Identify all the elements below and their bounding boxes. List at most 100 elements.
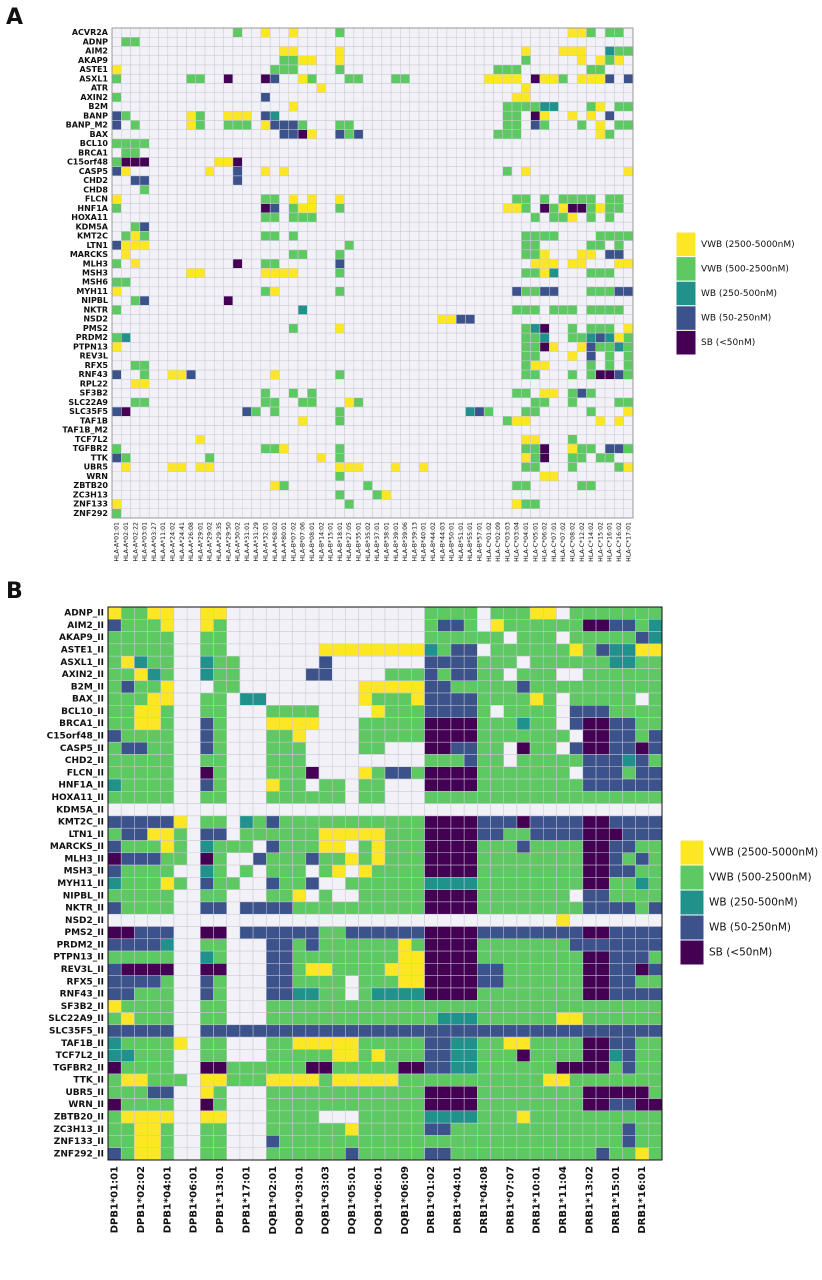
heatmap-cell (493, 462, 504, 473)
heatmap-cell (586, 342, 597, 352)
heatmap-cell (121, 277, 131, 288)
heatmap-cell (576, 443, 587, 454)
heatmap-cell (288, 360, 299, 371)
heatmap-cell (409, 240, 420, 251)
heatmap-cell (608, 1073, 623, 1087)
heatmap-cell (576, 499, 587, 510)
heatmap-cell (353, 166, 364, 177)
heatmap-cell (455, 379, 466, 389)
heatmap-cell (400, 55, 410, 66)
heatmap-cell (477, 889, 491, 903)
heatmap-cell (345, 1024, 359, 1038)
heatmap-cell (195, 305, 206, 315)
heatmap-cell (521, 379, 531, 389)
heatmap-cell (437, 975, 452, 989)
heatmap-cell (418, 120, 429, 130)
heatmap-cell (279, 27, 290, 38)
heatmap-cell (204, 36, 215, 47)
heatmap-cell (503, 987, 518, 1001)
heatmap-cell (186, 1135, 201, 1148)
heatmap-cell (111, 508, 122, 519)
heatmap-cell (595, 360, 606, 371)
heatmap-cell (158, 175, 169, 186)
heatmap-cell (173, 1122, 188, 1136)
heatmap-cell (147, 901, 162, 915)
heatmap-cell (195, 462, 206, 473)
heatmap-cell (226, 827, 241, 841)
heatmap-cell (318, 1086, 333, 1099)
heatmap-cell (409, 499, 420, 510)
heatmap-cell (502, 406, 513, 417)
heatmap-cell (595, 231, 606, 241)
heatmap-cell (204, 342, 215, 352)
heatmap-cell (316, 277, 327, 288)
heatmap-cell (121, 46, 131, 56)
heatmap-cell (226, 766, 241, 780)
heatmap-cell (318, 1122, 333, 1136)
heatmap-cell (586, 268, 597, 278)
heatmap-cell (474, 268, 485, 278)
heatmap-cell (176, 443, 187, 454)
heatmap-cell (477, 987, 491, 1001)
heatmap-cell (335, 397, 345, 408)
heatmap-cell (511, 55, 522, 66)
heatmap-cell (305, 987, 320, 1001)
heatmap-cell (411, 1012, 425, 1026)
heatmap-cell (186, 360, 196, 371)
heatmap-cell (539, 203, 550, 214)
heatmap-cell (530, 286, 541, 297)
heatmap-cell (130, 453, 141, 463)
heatmap-cell (623, 27, 634, 38)
heatmap-cell (418, 147, 429, 158)
heatmap-cell (384, 668, 399, 681)
heatmap-cell (305, 1061, 320, 1075)
heatmap-cell (239, 999, 254, 1013)
heatmap-cell (411, 877, 425, 890)
heatmap-cell (437, 1036, 452, 1050)
heatmap-cell (305, 1086, 320, 1099)
heatmap-cell (213, 901, 227, 915)
heatmap-cell (251, 351, 262, 362)
heatmap-cell (331, 766, 346, 780)
heatmap-cell (622, 643, 636, 657)
heatmap-cell (252, 975, 267, 989)
heatmap-cell (297, 27, 308, 38)
heatmap-cell (160, 852, 175, 866)
heatmap-cell (160, 1086, 175, 1099)
heatmap-cell (582, 1012, 597, 1026)
heatmap-cell (530, 406, 541, 417)
heatmap-cell (279, 268, 290, 278)
heatmap-cell (490, 901, 504, 915)
heatmap-cell (139, 425, 150, 436)
heatmap-cell (400, 64, 410, 75)
heatmap-cell (214, 416, 224, 426)
heatmap-cell (567, 249, 578, 260)
heatmap-cell (200, 1147, 214, 1161)
heatmap-cell (569, 827, 584, 841)
heatmap-cell (390, 406, 401, 417)
heatmap-cell (213, 1073, 227, 1087)
heatmap-cell (614, 416, 624, 426)
heatmap-cell (279, 166, 290, 177)
heatmap-cell (242, 73, 252, 84)
heatmap-cell (279, 754, 293, 768)
heatmap-cell (502, 499, 513, 510)
heatmap-cell (213, 717, 227, 731)
heatmap-cell (595, 668, 610, 681)
heatmap-cell (134, 926, 148, 940)
heatmap-cell (344, 379, 355, 389)
heatmap-cell (213, 692, 227, 706)
heatmap-cell (463, 1147, 478, 1161)
heatmap-cell (167, 258, 178, 269)
heatmap-cell (503, 1036, 518, 1050)
heatmap-cell (582, 1110, 597, 1124)
heatmap-cell (622, 1122, 636, 1136)
heatmap-cell (297, 55, 308, 66)
heatmap-cell (223, 55, 234, 66)
heatmap-cell (437, 864, 452, 878)
heatmap-cell (353, 184, 364, 195)
heatmap-cell (200, 852, 214, 866)
heatmap-cell (424, 815, 439, 829)
heatmap-cell (335, 175, 345, 186)
heatmap-cell (428, 295, 438, 306)
